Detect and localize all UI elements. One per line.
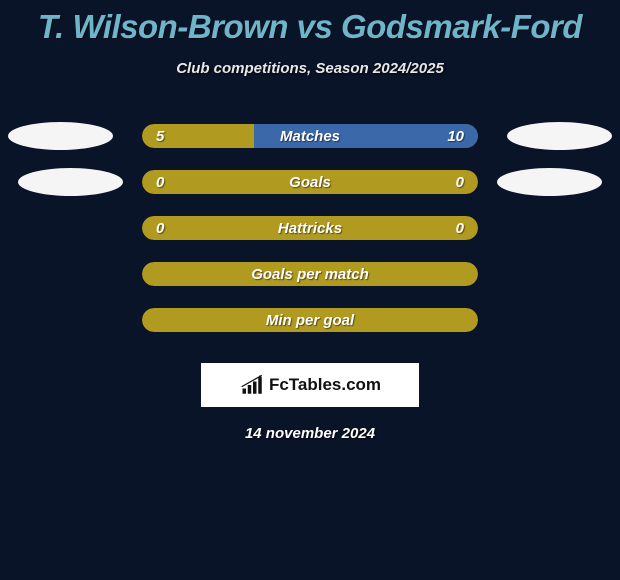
- player-badge-left: [8, 122, 113, 150]
- stat-label: Goals: [142, 174, 478, 191]
- player-badge-right: [497, 168, 602, 196]
- stat-label: Matches: [142, 128, 478, 145]
- stat-bar: 510Matches: [142, 124, 478, 148]
- stat-label: Goals per match: [142, 266, 478, 283]
- brand-box: FcTables.com: [201, 363, 419, 407]
- stat-bar: 00Goals: [142, 170, 478, 194]
- stat-bar: Min per goal: [142, 308, 478, 332]
- stat-row: 00Goals: [0, 159, 620, 205]
- date-text: 14 november 2024: [0, 425, 620, 442]
- stat-bar: 00Hattricks: [142, 216, 478, 240]
- bar-chart-icon: [239, 374, 267, 396]
- stat-label: Min per goal: [142, 312, 478, 329]
- page-title: T. Wilson-Brown vs Godsmark-Ford: [0, 8, 620, 46]
- stat-row: 00Hattricks: [0, 205, 620, 251]
- comparison-widget: T. Wilson-Brown vs Godsmark-Ford Club co…: [0, 0, 620, 442]
- stat-row: 510Matches: [0, 113, 620, 159]
- player-badge-right: [507, 122, 612, 150]
- brand-text: FcTables.com: [269, 375, 381, 395]
- player-badge-left: [18, 168, 123, 196]
- subtitle: Club competitions, Season 2024/2025: [0, 60, 620, 77]
- stat-row: Min per goal: [0, 297, 620, 343]
- stat-row: Goals per match: [0, 251, 620, 297]
- stat-label: Hattricks: [142, 220, 478, 237]
- stat-bar: Goals per match: [142, 262, 478, 286]
- stat-rows: 510Matches 00Goals 00Hattricks Goals per ma…: [0, 113, 620, 343]
